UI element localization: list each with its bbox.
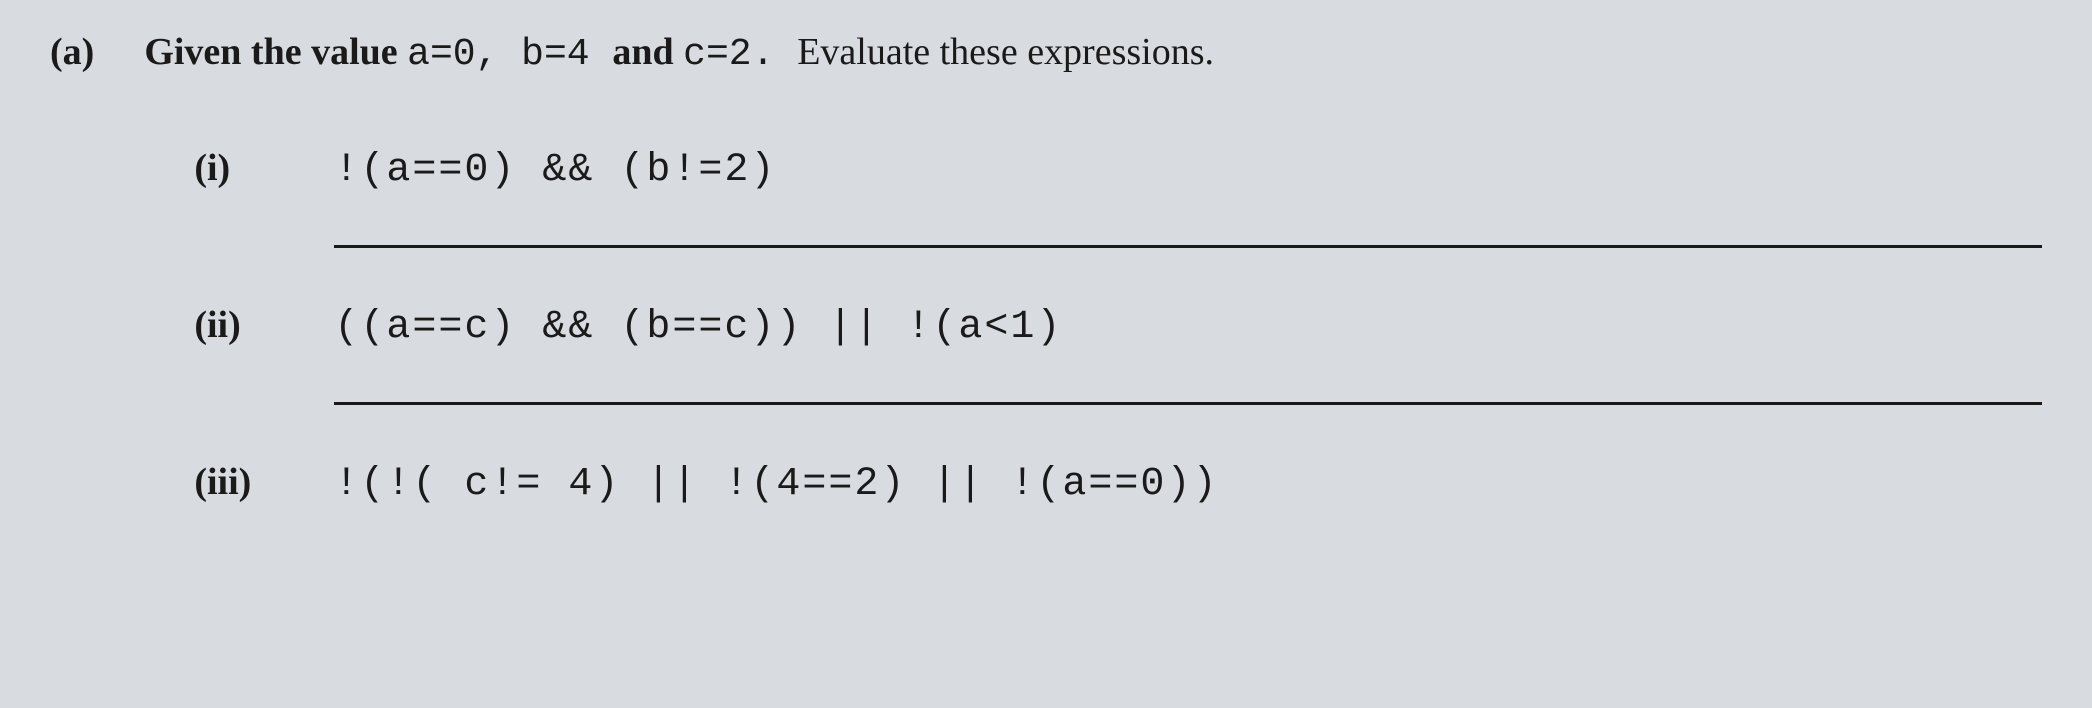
sub-items: (i) !(a==0) && (b!=2) (ii) ((a==c) && (b…: [144, 146, 2042, 507]
prompt-tail: Evaluate these expressions.: [797, 31, 1214, 73]
question-container: (a) Given the value a=0, b=4 and c=2. Ev…: [50, 30, 2042, 522]
part-label: (a): [50, 30, 94, 74]
expression-iii: !(!( c!= 4) || !(4==2) || !(a==0)): [334, 462, 1218, 507]
sub-item: (ii) ((a==c) && (b==c)) || !(a<1): [194, 303, 2042, 350]
prompt-bold: Given the value: [144, 31, 407, 73]
expression-i: !(a==0) && (b!=2): [334, 148, 776, 193]
sub-label-iii: (iii): [194, 460, 264, 504]
sub-label-i: (i): [194, 146, 264, 190]
answer-line: [334, 365, 2042, 405]
question-content: Given the value a=0, b=4 and c=2. Evalua…: [144, 30, 2042, 522]
answer-line: [334, 208, 2042, 248]
prompt-c: c=2.: [683, 33, 797, 76]
sub-item: (iii) !(!( c!= 4) || !(4==2) || !(a==0)): [194, 460, 2042, 507]
prompt-vars: a=0, b=4: [407, 33, 612, 76]
prompt-and: and: [612, 31, 683, 73]
sub-label-ii: (ii): [194, 303, 264, 347]
expression-ii: ((a==c) && (b==c)) || !(a<1): [334, 305, 1062, 350]
sub-item: (i) !(a==0) && (b!=2): [194, 146, 2042, 193]
question-prompt: Given the value a=0, b=4 and c=2. Evalua…: [144, 30, 2042, 76]
